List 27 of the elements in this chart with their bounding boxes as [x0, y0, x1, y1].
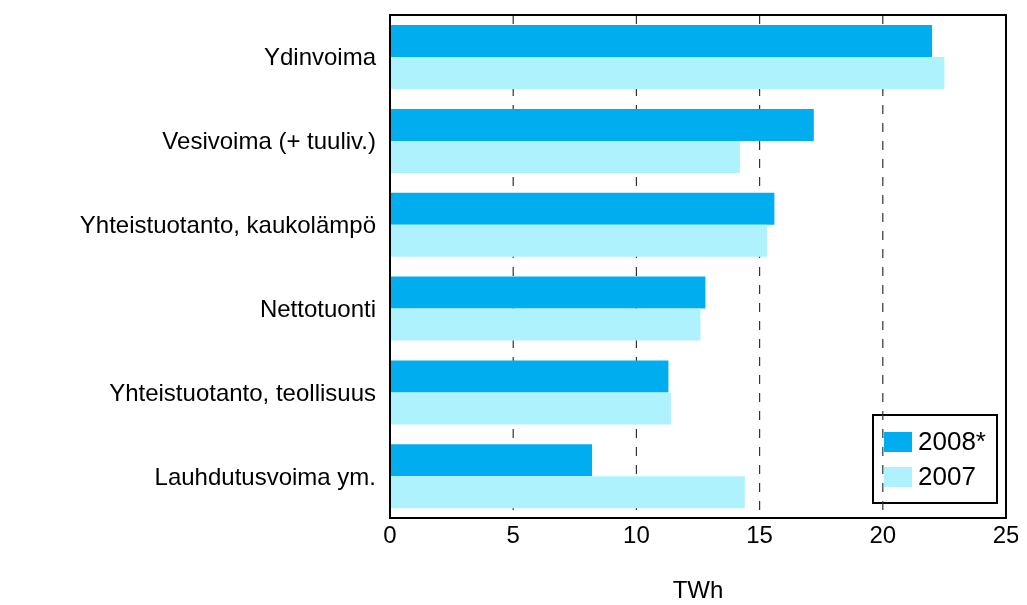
legend-label: 2007: [918, 461, 976, 492]
x-tick-label: 20: [869, 521, 897, 549]
x-tick-label: 10: [623, 521, 650, 549]
x-tick-label: 25: [992, 521, 1020, 549]
x-axis-title: TWh: [672, 576, 724, 603]
x-tick-label: 5: [506, 521, 520, 549]
x-tick-label: 0: [383, 521, 397, 549]
bar: [390, 108, 814, 141]
y-tick-label: Ydinvoima: [263, 43, 377, 71]
y-tick-label: Yhteistuotanto, teollisuus: [109, 378, 376, 406]
y-tick-label: Lauhdutusvoima ym.: [154, 462, 376, 490]
bar: [390, 276, 706, 309]
y-tick-label: Yhteistuotanto, kaukolämpö: [79, 211, 376, 239]
y-tick-label: Nettotuonti: [259, 294, 376, 322]
x-tick-label: 15: [746, 521, 773, 549]
bar: [390, 392, 671, 425]
bar: [390, 476, 745, 509]
bar: [390, 25, 933, 58]
legend-label: 2008*: [918, 426, 986, 457]
bar: [390, 192, 775, 225]
y-tick-label: Vesivoima (+ tuuliv.): [162, 127, 376, 155]
bar: [390, 360, 669, 393]
bar: [390, 444, 593, 477]
bar: [390, 57, 945, 90]
bar: [390, 140, 740, 173]
bar: [390, 224, 767, 257]
bar: [390, 308, 701, 341]
